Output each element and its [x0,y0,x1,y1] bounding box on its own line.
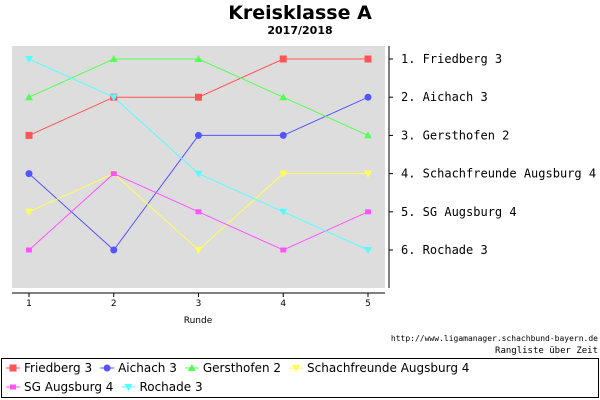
legend-marker [292,365,301,372]
legend-label: Gersthofen 2 [203,361,281,375]
legend-item: Gersthofen 2 [184,361,281,375]
data-point [364,131,372,139]
series-markers [25,55,372,254]
legend-label: Friedberg 3 [24,361,92,375]
x-tick-labels: 1 2 3 4 5 [26,299,371,309]
rank-labels: 1. Friedberg 3 2. Aichach 3 3. Gersthofen … [401,52,596,257]
legend-label: Aichach 3 [118,361,177,375]
data-point [25,56,33,63]
legend: Friedberg 3 Aichach 3 Gersthofen 2 Schachfr… [6,361,469,394]
legend-label: Schachfreunde Augsburg 4 [307,361,469,375]
data-point [25,170,33,178]
data-point [279,170,288,178]
rank-label: 5. SG Augsburg 4 [401,205,517,219]
data-point [110,171,117,177]
data-point [365,209,371,215]
rank-label: 2. Aichach 3 [401,90,488,104]
legend-marker [124,384,133,391]
legend-item: Rochade 3 [121,380,203,394]
x-tick-label: 4 [280,299,286,309]
data-point [194,55,203,62]
data-point [25,208,33,216]
data-point [26,247,32,253]
x-tick-label: 1 [26,299,32,309]
data-point [195,93,202,101]
legend-marker [103,364,111,372]
data-point [110,246,118,254]
data-point [195,131,202,139]
data-point [364,247,372,254]
legend-marker [9,364,17,372]
data-point [279,131,287,139]
legend-marker [187,364,196,371]
data-point [364,170,372,178]
legend-marker [10,384,16,390]
data-point [25,93,33,101]
data-point [195,209,202,215]
rank-label: 6. Rochade 3 [401,243,488,257]
x-tick-label: 2 [111,299,117,309]
data-point [364,93,372,101]
legend-item: Aichach 3 [100,361,177,375]
data-point [194,170,203,178]
rank-axis [388,46,393,288]
legend-item: SG Augsburg 4 [6,380,113,394]
chart-caption: Rangliste über Zeit [495,346,598,356]
rank-label: 1. Friedberg 3 [401,52,502,66]
chart-title: Kreisklasse A [228,2,372,24]
data-point [279,55,287,63]
data-point [279,208,288,216]
data-point [109,94,118,102]
data-point [109,55,118,62]
data-point [194,247,203,254]
source-url: http://www.ligamanager.schachbund-bayern… [391,334,598,343]
data-point [279,93,288,101]
rank-label: 3. Gersthofen 2 [401,128,509,142]
rank-label: 4. Schachfreunde Augsburg 4 [401,167,596,181]
legend-label: Rochade 3 [139,380,202,394]
x-tick-label: 5 [365,299,371,309]
x-axis [12,292,385,297]
chart-subtitle: 2017/2018 [267,24,332,37]
legend-item: Schachfreunde Augsburg 4 [289,361,469,375]
x-axis-label: Runde [184,316,213,326]
data-point [364,55,372,63]
data-point [25,131,33,139]
x-tick-label: 3 [196,299,202,309]
data-point [280,247,287,253]
legend-label: SG Augsburg 4 [24,380,113,394]
legend-item: Friedberg 3 [6,361,92,375]
